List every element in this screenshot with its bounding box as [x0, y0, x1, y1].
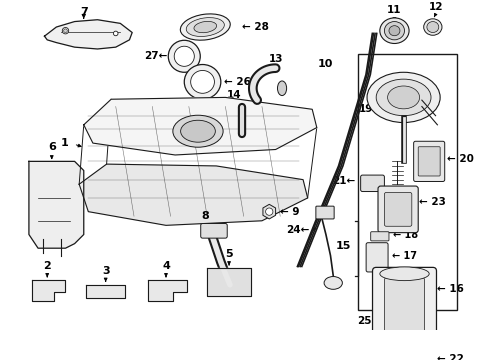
Polygon shape — [32, 280, 66, 301]
Ellipse shape — [380, 267, 429, 281]
Text: 24←: 24← — [286, 225, 310, 235]
FancyBboxPatch shape — [366, 243, 388, 272]
Ellipse shape — [385, 312, 422, 330]
Ellipse shape — [392, 316, 416, 327]
Text: ← 28: ← 28 — [242, 22, 269, 32]
Text: 27←: 27← — [145, 51, 168, 61]
FancyBboxPatch shape — [201, 224, 227, 238]
FancyBboxPatch shape — [372, 267, 437, 357]
FancyBboxPatch shape — [316, 206, 334, 219]
Ellipse shape — [180, 14, 230, 40]
Ellipse shape — [380, 18, 409, 44]
Text: 12: 12 — [428, 3, 443, 13]
Ellipse shape — [384, 22, 405, 40]
Text: 5: 5 — [225, 249, 233, 259]
Text: 3: 3 — [102, 266, 109, 276]
Polygon shape — [79, 164, 308, 225]
Ellipse shape — [194, 21, 217, 33]
Text: ← 18: ← 18 — [392, 230, 418, 240]
FancyBboxPatch shape — [418, 147, 440, 176]
Polygon shape — [207, 268, 251, 296]
Polygon shape — [29, 161, 84, 248]
Text: 11: 11 — [387, 5, 402, 15]
Ellipse shape — [184, 64, 221, 99]
Ellipse shape — [277, 81, 287, 95]
Polygon shape — [84, 98, 317, 155]
Text: ← 16: ← 16 — [438, 284, 465, 294]
Ellipse shape — [376, 79, 431, 116]
Ellipse shape — [427, 22, 439, 32]
FancyBboxPatch shape — [384, 278, 425, 349]
Ellipse shape — [168, 40, 200, 72]
Text: ← 26: ← 26 — [223, 77, 250, 87]
Text: ← 23: ← 23 — [419, 198, 446, 207]
Ellipse shape — [388, 86, 419, 109]
Ellipse shape — [324, 276, 343, 289]
FancyBboxPatch shape — [377, 351, 434, 360]
Text: ← 9: ← 9 — [280, 207, 300, 217]
Bar — [358, 54, 457, 310]
Text: 14: 14 — [227, 90, 242, 100]
Text: 8: 8 — [201, 211, 209, 221]
Ellipse shape — [181, 120, 215, 142]
Text: 4: 4 — [162, 261, 170, 271]
Ellipse shape — [191, 71, 215, 93]
Text: ← 20: ← 20 — [446, 154, 473, 164]
FancyBboxPatch shape — [384, 193, 412, 226]
Ellipse shape — [114, 31, 118, 36]
Text: 7: 7 — [80, 8, 88, 17]
Text: 2: 2 — [43, 261, 51, 271]
Ellipse shape — [186, 18, 224, 36]
Ellipse shape — [64, 29, 67, 32]
Circle shape — [266, 208, 273, 215]
Text: 21←: 21← — [332, 176, 355, 185]
Text: 10: 10 — [318, 59, 333, 69]
Text: 15: 15 — [336, 241, 351, 251]
Text: 19: 19 — [359, 104, 373, 114]
FancyBboxPatch shape — [361, 175, 384, 192]
Ellipse shape — [62, 27, 69, 34]
Polygon shape — [87, 285, 125, 298]
Text: 1: 1 — [60, 138, 68, 148]
Text: ← 17: ← 17 — [392, 251, 416, 261]
Text: 13: 13 — [269, 54, 283, 64]
FancyBboxPatch shape — [378, 186, 418, 233]
Polygon shape — [147, 280, 187, 301]
FancyBboxPatch shape — [371, 232, 389, 241]
Ellipse shape — [367, 72, 440, 122]
Ellipse shape — [389, 26, 400, 36]
Text: 6: 6 — [48, 142, 56, 152]
Ellipse shape — [424, 19, 442, 35]
FancyBboxPatch shape — [414, 141, 445, 181]
Ellipse shape — [173, 115, 223, 147]
Text: 25→: 25→ — [358, 316, 381, 326]
Ellipse shape — [174, 46, 195, 66]
Text: ← 22: ← 22 — [438, 354, 465, 360]
Polygon shape — [45, 20, 132, 49]
